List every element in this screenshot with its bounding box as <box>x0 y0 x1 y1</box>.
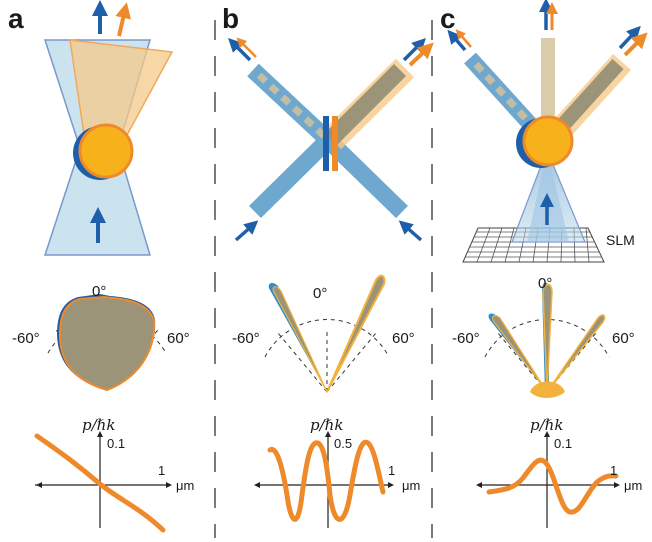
momentum-plot: p/ℏk 0.1 1 μm <box>476 416 642 528</box>
panel-c: c SLM <box>440 0 648 528</box>
base-blob <box>530 381 565 398</box>
polar-plot: 0° -60° 60° <box>12 283 190 392</box>
ytick: 0.5 <box>334 436 352 451</box>
particle-sphere <box>522 115 574 167</box>
out-left-orange <box>455 29 472 48</box>
xtick: 1 <box>388 463 395 478</box>
out-left-blue <box>447 29 467 52</box>
beam-upper-right <box>323 63 407 147</box>
out-left-blue <box>228 38 252 62</box>
angle-0: 0° <box>313 285 327 302</box>
momentum-ylabel: p/ℏk <box>310 416 343 434</box>
beam-lower-right <box>322 133 408 219</box>
panel-a: a 0° -60° 60° p/ℏk 0.1 <box>8 0 194 533</box>
x-unit: μm <box>624 478 642 493</box>
polar-plot: 0° -60° 60° <box>452 275 635 398</box>
momentum-ylabel: p/ℏk <box>82 416 115 434</box>
panel-letter: c <box>440 3 456 34</box>
input-right-arrow <box>398 220 423 242</box>
angle-neg60: -60° <box>452 330 480 347</box>
angle-neg60: -60° <box>12 330 40 347</box>
orange-plate <box>332 116 338 171</box>
out-right-orange <box>408 42 434 67</box>
angle-60: 60° <box>392 330 415 347</box>
momentum-plot: p/ℏk 0.5 1 μm <box>254 416 420 528</box>
panel-b: b 0° -60° 60° <box>222 3 434 528</box>
momentum-curve <box>486 457 619 515</box>
angle-0: 0° <box>538 275 552 292</box>
right-lobe <box>546 314 606 393</box>
xtick: 1 <box>610 463 617 478</box>
beam-upper-left <box>247 63 334 147</box>
left-lobe <box>272 286 328 393</box>
center-lobe <box>542 283 553 393</box>
ytick: 0.1 <box>107 436 125 451</box>
output-orange-arrow <box>115 2 131 37</box>
panel-letter: b <box>222 3 239 34</box>
out-left-orange <box>236 37 257 58</box>
x-unit: μm <box>402 478 420 493</box>
left-lobe <box>491 314 548 393</box>
right-lobe <box>326 274 386 393</box>
polar-plot: 0° -60° 60° <box>232 274 415 393</box>
panel-letter: a <box>8 3 24 34</box>
angle-60: 60° <box>612 330 635 347</box>
beam-lower-left <box>249 133 334 219</box>
blue-plate <box>323 116 329 171</box>
momentum-plot: p/ℏk 0.1 1 μm <box>34 416 194 533</box>
ytick: 0.1 <box>554 436 572 451</box>
xtick: 1 <box>158 463 165 478</box>
momentum-ylabel: p/ℏk <box>530 416 563 434</box>
momentum-curve <box>34 433 166 533</box>
x-unit: μm <box>176 478 194 493</box>
out-right-orange <box>623 32 648 57</box>
angle-neg60: -60° <box>232 330 260 347</box>
momentum-curve <box>267 439 386 522</box>
particle-sphere <box>78 123 134 179</box>
angle-0: 0° <box>92 283 106 300</box>
angle-60: 60° <box>167 330 190 347</box>
polar-lobe <box>58 295 156 392</box>
input-left-arrow <box>234 220 259 242</box>
slm-label: SLM <box>606 232 635 248</box>
